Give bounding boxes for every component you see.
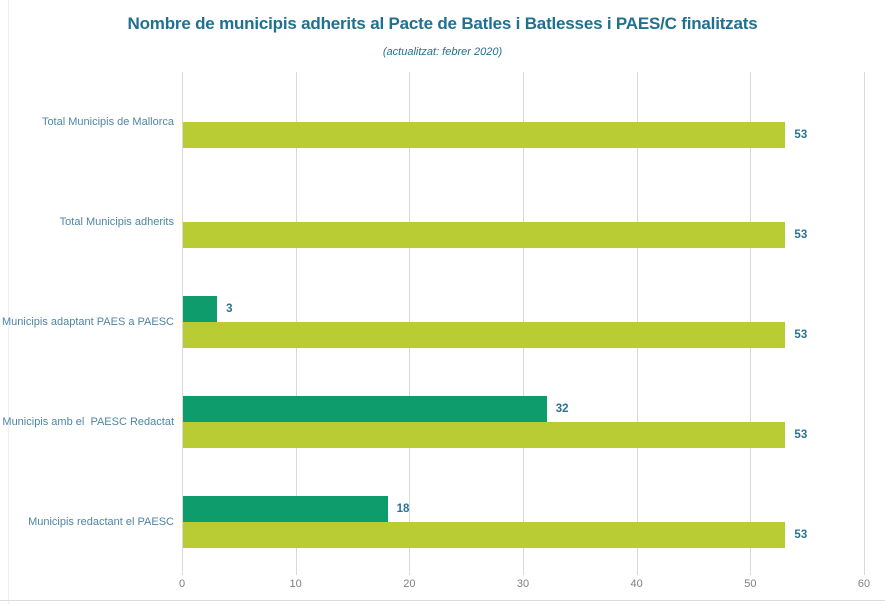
category-label: Total Municipis de Mallorca bbox=[41, 116, 174, 128]
value-label: 53 bbox=[794, 229, 808, 241]
green-bar bbox=[183, 522, 786, 548]
category-label: Municipis adaptant PAES a PAESC bbox=[1, 316, 174, 328]
category-label: Municipis amb el PAESC Redactat bbox=[2, 416, 174, 428]
value-label: 18 bbox=[396, 503, 410, 515]
x-axis-tick-label: 10 bbox=[289, 578, 302, 590]
value-label: 53 bbox=[794, 429, 808, 441]
chart-subtitle: (actualitzat: febrer 2020) bbox=[382, 46, 503, 58]
chart-left-border bbox=[8, 0, 9, 604]
x-axis-tick-label: 50 bbox=[744, 578, 757, 590]
category-label: Total Municipis adherits bbox=[59, 216, 174, 228]
green-bar bbox=[183, 322, 786, 348]
green-bar bbox=[183, 122, 786, 148]
gridline bbox=[182, 72, 183, 575]
chart-bottom-border bbox=[0, 600, 885, 601]
x-axis-tick-label: 60 bbox=[857, 578, 871, 590]
teal-bar bbox=[183, 496, 388, 522]
value-label: 3 bbox=[226, 303, 233, 315]
teal-bar bbox=[183, 296, 218, 322]
chart-title: Nombre de municipis adherits al Pacte de… bbox=[127, 14, 758, 33]
teal-bar bbox=[183, 396, 547, 422]
value-label: 53 bbox=[794, 529, 808, 541]
category-label: Municipis redactant el PAESC bbox=[28, 516, 174, 528]
x-axis-tick-label: 20 bbox=[403, 578, 416, 590]
green-bar bbox=[183, 422, 786, 448]
value-label: 32 bbox=[555, 403, 569, 415]
value-label: 53 bbox=[794, 329, 808, 341]
x-axis-tick-label: 30 bbox=[516, 578, 530, 590]
x-axis-tick-label: 40 bbox=[630, 578, 643, 590]
green-bar bbox=[183, 222, 786, 248]
x-axis-tick-label: 0 bbox=[178, 578, 186, 590]
gridline bbox=[864, 72, 865, 575]
value-label: 53 bbox=[794, 129, 808, 141]
